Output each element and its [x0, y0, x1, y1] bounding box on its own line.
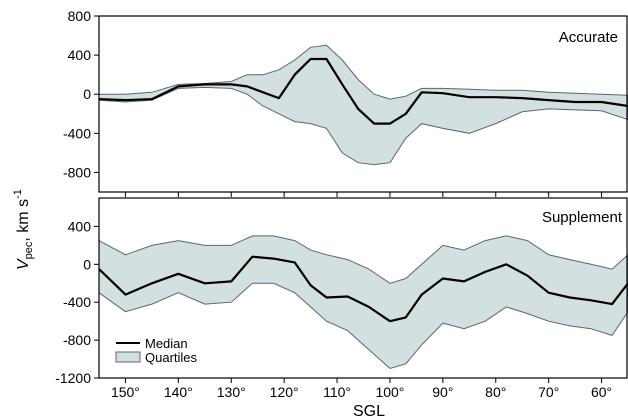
y-tick-label-supplement: -1200 — [55, 370, 91, 386]
y-tick-label-supplement: -800 — [63, 332, 91, 348]
panel-accurate: Accurate — [98, 29, 628, 166]
y-axis-title-main: V — [15, 258, 32, 270]
x-tick-label: 120° — [270, 384, 299, 400]
y-axis-title-units: , km s — [15, 199, 32, 242]
x-tick-label: 60° — [591, 384, 612, 400]
axes-frame-supplement — [98, 197, 628, 379]
x-tick-label: 110° — [323, 384, 351, 400]
x-tick-label: 130° — [217, 384, 246, 400]
median-line-accurate — [98, 57, 628, 125]
y-tick-label-supplement: 0 — [83, 256, 91, 272]
x-tick-label: 100° — [375, 384, 404, 400]
axes-group: 800 400 0 -400 -800 400 0 -400 -800 -1200 150° 140°… — [55, 8, 628, 400]
y-axis-title: Vpec, km s-1 — [12, 189, 35, 270]
y-tick-label-accurate: 400 — [68, 47, 92, 63]
y-tick-label-accurate: -400 — [63, 125, 91, 141]
y-tick-label-supplement: 400 — [68, 218, 92, 234]
median-line-supplement — [98, 255, 628, 323]
panel-label-accurate: Accurate — [559, 29, 618, 46]
quartile-band-accurate — [98, 44, 628, 166]
y-axis-title-sup: -1 — [12, 189, 24, 199]
y-tick-label-accurate: 800 — [68, 8, 92, 24]
x-tick-label: 70° — [538, 384, 559, 400]
legend-median-label: Median — [145, 336, 188, 351]
x-axis-title: SGL — [353, 403, 385, 419]
panel-label-supplement: Supplement — [542, 209, 623, 226]
x-tick-label: 80° — [485, 384, 506, 400]
x-tick-label: 90° — [432, 384, 453, 400]
legend-quartiles-swatch — [115, 351, 141, 363]
x-tick-label: 140° — [164, 384, 193, 400]
x-tick-label: 150° — [111, 384, 140, 400]
y-tick-label-accurate: -800 — [63, 164, 91, 180]
legend: Median Quartiles — [115, 336, 198, 365]
y-tick-label-supplement: -400 — [63, 294, 91, 310]
axes-frame-accurate — [98, 15, 628, 193]
legend-quartiles-label: Quartiles — [145, 350, 198, 365]
panel-supplement: Supplement — [98, 209, 628, 370]
y-axis-title-sub: pec — [23, 241, 35, 259]
y-tick-label-accurate: 0 — [83, 86, 91, 102]
